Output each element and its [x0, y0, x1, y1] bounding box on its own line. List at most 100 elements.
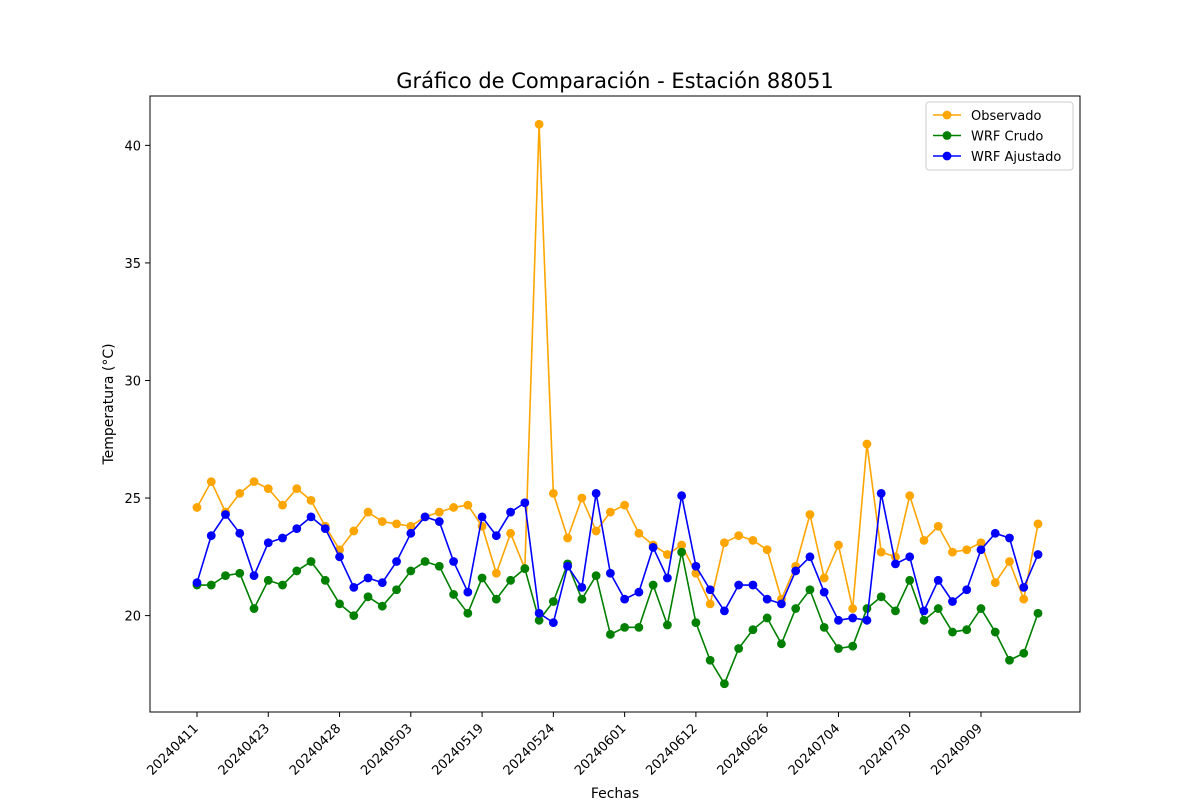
- legend-swatch-marker: [942, 151, 952, 161]
- data-point: [605, 568, 615, 578]
- data-point: [434, 507, 444, 517]
- data-point: [278, 580, 287, 590]
- data-point: [235, 488, 245, 498]
- data-point: [420, 512, 430, 522]
- data-point: [434, 561, 444, 571]
- data-point: [748, 625, 758, 635]
- data-point: [392, 585, 401, 595]
- data-point: [862, 439, 872, 449]
- data-point: [762, 545, 772, 555]
- data-point: [463, 500, 473, 510]
- data-point: [278, 500, 287, 510]
- data-point: [577, 493, 587, 503]
- data-point: [463, 587, 473, 597]
- x-tick-label: 20240909: [928, 721, 985, 778]
- data-point: [891, 559, 900, 569]
- data-point: [634, 622, 644, 632]
- series-wrf-crudo: [192, 547, 1043, 689]
- data-point: [748, 535, 758, 545]
- y-tick-label: 40: [124, 139, 141, 154]
- data-point: [677, 540, 687, 550]
- data-point: [819, 587, 829, 597]
- data-point: [677, 491, 687, 501]
- legend-label: WRF Ajustado: [971, 150, 1061, 165]
- data-point: [235, 568, 245, 578]
- data-point: [662, 620, 672, 630]
- data-point: [976, 545, 986, 555]
- legend-label: Observado: [971, 109, 1042, 124]
- data-point: [1005, 557, 1014, 566]
- data-point: [363, 507, 373, 517]
- legend-swatch-marker: [942, 110, 952, 120]
- data-point: [605, 630, 615, 639]
- legend-swatch-marker: [942, 131, 952, 140]
- data-point: [591, 526, 601, 536]
- x-tick-label: 20240626: [715, 721, 772, 778]
- data-point: [292, 566, 302, 576]
- chart-title: Gráfico de Comparación - Estación 88051: [396, 69, 833, 93]
- data-point: [349, 526, 359, 536]
- data-point: [335, 552, 344, 562]
- data-point: [235, 528, 245, 538]
- data-point: [249, 571, 259, 581]
- data-point: [306, 495, 316, 505]
- data-point: [634, 587, 644, 597]
- data-point: [263, 575, 273, 585]
- data-point: [705, 585, 715, 595]
- data-point: [990, 578, 1000, 588]
- data-point: [221, 510, 230, 519]
- data-point: [905, 491, 915, 501]
- data-point: [834, 644, 843, 653]
- data-point: [349, 582, 359, 592]
- data-point: [734, 644, 744, 653]
- data-point: [1033, 519, 1043, 529]
- data-point: [591, 488, 601, 498]
- data-point: [762, 594, 772, 604]
- data-point: [634, 528, 644, 538]
- data-point: [406, 521, 416, 531]
- data-point: [263, 538, 273, 548]
- data-point: [748, 580, 758, 590]
- data-point: [420, 557, 430, 566]
- data-point: [449, 590, 458, 599]
- data-point: [491, 531, 501, 541]
- data-point: [848, 641, 858, 651]
- data-point: [278, 533, 287, 543]
- data-point: [1033, 550, 1043, 559]
- data-point: [905, 552, 915, 562]
- data-point: [648, 580, 658, 590]
- data-point: [392, 519, 401, 529]
- data-point: [662, 573, 672, 583]
- data-point: [691, 561, 701, 571]
- data-point: [762, 613, 772, 623]
- data-point: [705, 655, 715, 665]
- data-point: [249, 604, 259, 613]
- x-axis: 20240411 20240423 20240428 20240503 20240519…: [144, 712, 986, 779]
- data-point: [449, 503, 458, 512]
- data-point: [263, 484, 273, 494]
- data-point: [563, 533, 573, 543]
- data-point: [876, 488, 886, 498]
- data-point: [306, 557, 316, 566]
- data-point: [377, 517, 387, 526]
- data-point: [563, 561, 573, 571]
- data-point: [206, 477, 216, 486]
- legend-box: [925, 101, 1074, 171]
- data-point: [834, 540, 843, 550]
- data-point: [577, 594, 587, 604]
- data-point: [1019, 582, 1029, 592]
- data-point: [1019, 594, 1029, 604]
- data-point: [720, 606, 729, 616]
- data-point: [292, 524, 302, 534]
- data-point: [919, 615, 929, 625]
- legend-item: WRF Ajustado: [933, 150, 1061, 165]
- data-point: [249, 477, 259, 486]
- plot-area-frame: [149, 95, 1081, 713]
- data-point: [677, 547, 687, 557]
- data-point: [1005, 533, 1014, 543]
- legend-item: Observado: [933, 109, 1042, 124]
- data-point: [363, 592, 373, 602]
- data-point: [948, 627, 957, 637]
- data-point: [1019, 648, 1029, 658]
- legend-item: WRF Crudo: [933, 130, 1043, 145]
